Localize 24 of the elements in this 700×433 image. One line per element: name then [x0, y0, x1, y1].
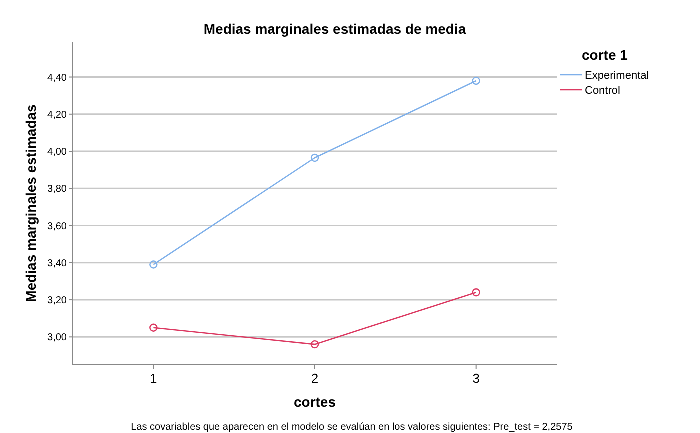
x-axis-title: cortes: [294, 394, 336, 410]
y-tick-label: 3,20: [48, 296, 68, 307]
legend-title: corte 1: [582, 47, 628, 63]
point: [310, 340, 320, 349]
point: [472, 288, 480, 297]
y-tick-label: 3,00: [48, 332, 68, 344]
point: [150, 260, 158, 269]
legend-label: Control: [585, 84, 620, 97]
y-tick-label: 4,20: [48, 110, 68, 121]
y-tick-label: 4,00: [48, 147, 68, 158]
y-tick-label: 3,60: [48, 221, 68, 232]
y-axis-title: Medias marginales estimadas: [23, 104, 39, 302]
point: [310, 154, 320, 162]
y-tick-label: 3,80: [48, 184, 68, 196]
x-tick-label: 2: [311, 371, 319, 386]
y-tick-label: 4,40: [48, 72, 68, 84]
x-tick-label: 1: [150, 371, 158, 386]
x-tick-label: 3: [472, 371, 480, 386]
text: Las covariables que aparecen en el modelo se evalúan en los valores siguientes: Pre_test = 2,2575: [131, 422, 574, 433]
point: [150, 324, 158, 332]
legend-label: Experimental: [585, 70, 650, 82]
point: [472, 76, 480, 86]
chart-title: Medias marginales estimadas de media: [204, 21, 466, 37]
y-tick-label: 3,40: [48, 258, 68, 270]
